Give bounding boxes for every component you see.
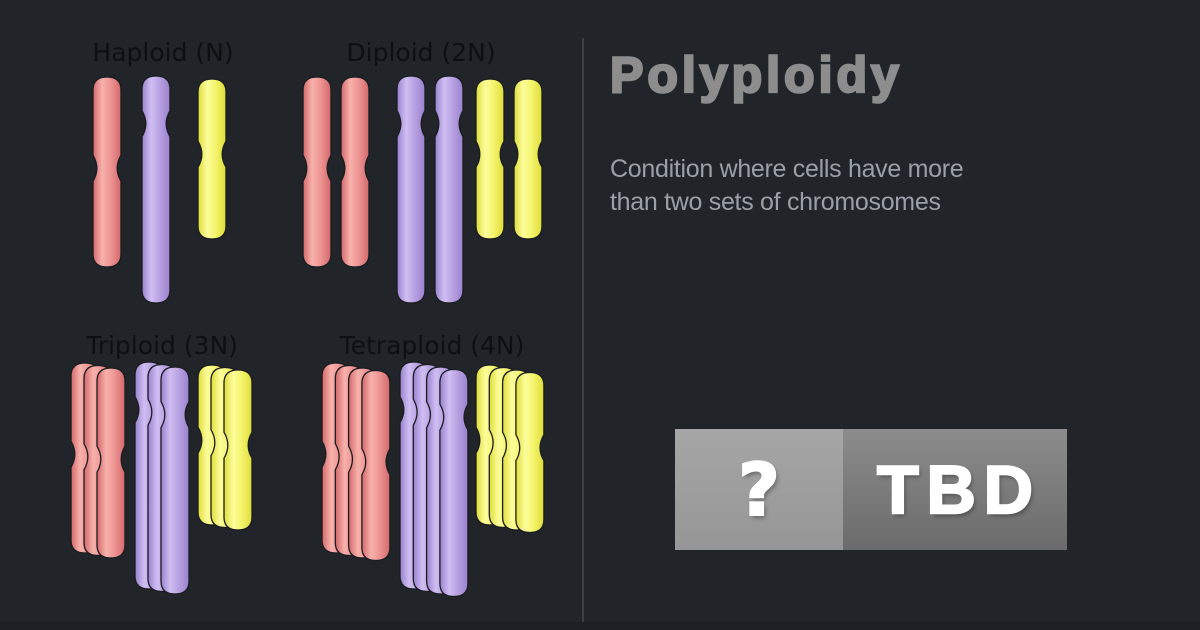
chromosome-group-diploid: Diploid (2N)	[302, 38, 543, 304]
definition-text: Condition where cells have more than two…	[610, 153, 964, 219]
chromosome-yellow	[475, 78, 505, 240]
chromosome-group-tetraploid: Tetraploid (4N)	[321, 331, 545, 598]
badge-question-section: ?	[675, 429, 843, 550]
chromosome-group-triploid: Triploid (3N)	[70, 331, 253, 595]
chromosome-red	[340, 76, 370, 268]
chromosome-red	[302, 76, 332, 268]
chromosome-purple	[396, 75, 426, 304]
badge-tbd-section: TBD	[843, 429, 1067, 550]
chromosome-diagram: Haploid (N) Diploid (2N) Triploid (3N) Tetr…	[70, 38, 545, 598]
definition-line-1: Condition where cells have more	[610, 155, 964, 183]
chromosome-red	[92, 76, 122, 268]
chromosome-purple	[141, 75, 171, 304]
chromosome-purple	[160, 366, 190, 595]
chromosome-yellow	[513, 78, 543, 240]
definition-line-2: than two sets of chromosomes	[610, 188, 941, 216]
group-label-triploid: Triploid (3N)	[85, 331, 238, 360]
chromosome-red	[96, 367, 126, 559]
footer-strip	[0, 622, 1200, 630]
question-mark-icon: ?	[737, 447, 781, 532]
badge-label: TBD	[876, 451, 1041, 528]
chromosome-yellow	[515, 371, 545, 534]
group-label-diploid: Diploid (2N)	[346, 38, 495, 67]
vertical-divider	[582, 38, 584, 622]
status-badge: ? TBD	[675, 429, 1067, 550]
group-label-tetraploid: Tetraploid (4N)	[339, 331, 525, 360]
chromosome-yellow	[223, 369, 253, 531]
chromosome-yellow	[197, 78, 227, 240]
page-title: Polyploidy	[609, 46, 903, 104]
chromosome-group-haploid: Haploid (N)	[92, 38, 234, 304]
chromosome-purple	[434, 75, 464, 304]
group-label-haploid: Haploid (N)	[92, 38, 233, 67]
chromosome-purple	[439, 368, 469, 598]
chromosome-red	[361, 369, 391, 562]
